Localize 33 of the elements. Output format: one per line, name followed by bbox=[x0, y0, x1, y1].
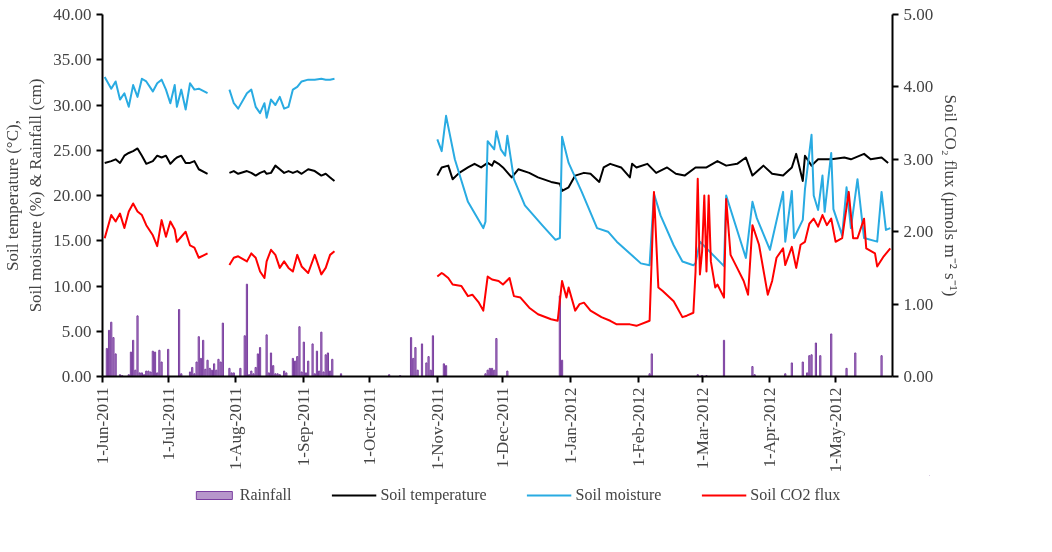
x-tick-label: 1-May-2012 bbox=[826, 387, 846, 473]
legend-label: Soil CO2 flux bbox=[750, 486, 841, 504]
x-tick-label: 1-Feb-2012 bbox=[629, 387, 649, 467]
y-axis-title: Soil temperature (°C), Soil moisture (%) & Rainfall (cm) bbox=[3, 78, 46, 313]
x-tick-label: 1-Mar-2012 bbox=[692, 387, 712, 470]
y-tick-label: 40.00 bbox=[53, 5, 92, 24]
y2-tick-label: 1.00 bbox=[903, 294, 934, 314]
legend-label: Soil moisture bbox=[575, 486, 662, 504]
x-tick-label: 1-Sep-2011 bbox=[294, 387, 314, 467]
y2-tick-label: 5.00 bbox=[903, 5, 934, 24]
y-tick-label: 35.00 bbox=[53, 50, 92, 70]
x-tick-label: 1-Dec-2011 bbox=[493, 387, 513, 469]
y-tick-label: 0.00 bbox=[61, 367, 92, 386]
y2-tick-label: 2.00 bbox=[903, 222, 934, 242]
x-tick-label: 1-Oct-2011 bbox=[359, 387, 379, 466]
y2-axis-title: Soil CO₂ flux (µmols m⁻² s⁻¹) bbox=[941, 94, 961, 297]
x-tick-label: 1-Apr-2012 bbox=[760, 387, 780, 468]
x-tick-label: 1-Aug-2011 bbox=[226, 387, 246, 470]
y-tick-label: 20.00 bbox=[53, 186, 92, 205]
y2-tick-label: 4.00 bbox=[903, 77, 934, 97]
y-tick-label: 10.00 bbox=[53, 276, 92, 296]
x-tick-label: 1-Jan-2012 bbox=[561, 387, 581, 464]
legend-label: Soil temperature bbox=[380, 486, 487, 504]
legend-label: Rainfall bbox=[239, 486, 292, 504]
y2-tick-label: 3.00 bbox=[903, 149, 934, 169]
y-tick-label: 5.00 bbox=[61, 321, 92, 341]
y-tick-label: 25.00 bbox=[53, 140, 92, 160]
y2-tick-label: 0.00 bbox=[903, 367, 934, 386]
x-tick-label: 1-Nov-2011 bbox=[427, 387, 447, 470]
x-tick-label: 1-Jul-2011 bbox=[158, 387, 178, 461]
y-tick-label: 15.00 bbox=[53, 231, 92, 251]
x-tick-label: 1-Jun-2011 bbox=[93, 387, 112, 465]
y-tick-label: 30.00 bbox=[53, 95, 92, 115]
